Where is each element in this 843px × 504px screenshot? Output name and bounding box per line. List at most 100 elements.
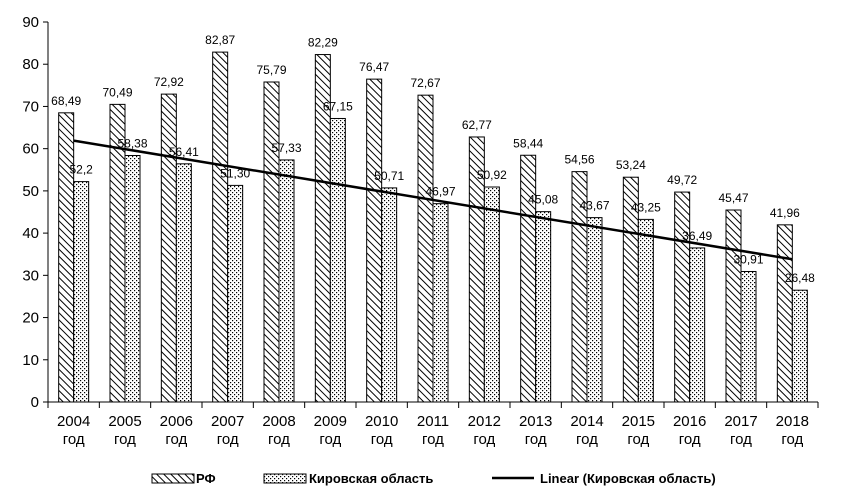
data-labels: 68,49 70,49 72,92 82,87 75,79 82,29 76,47 72,67… — [51, 33, 815, 285]
x-tick-label: год — [679, 431, 701, 448]
data-label-kirov: 51,30 — [220, 166, 250, 180]
data-label-kirov: 56,41 — [169, 145, 199, 159]
x-tick-label: 2007 — [211, 413, 244, 430]
data-label-kirov: 58,38 — [117, 137, 147, 151]
x-tick-label: год — [473, 431, 495, 448]
data-label-kirov: 43,25 — [631, 200, 661, 214]
legend-label-kirov: Кировская область — [309, 471, 433, 486]
x-tick-label: год — [730, 431, 752, 448]
bars — [58, 51, 808, 403]
x-tick-label: 2012 — [468, 413, 501, 430]
x-tick-label: 2009 — [314, 413, 347, 430]
bar-kirov — [329, 117, 346, 403]
data-label-kirov: 36,49 — [682, 229, 712, 243]
y-tick-label: 60 — [22, 141, 39, 158]
x-tick-label: 2013 — [519, 413, 552, 430]
data-label-kirov: 67,15 — [323, 99, 353, 113]
data-label-kirov: 57,33 — [271, 141, 301, 155]
x-tick-label: год — [627, 431, 649, 448]
x-tick-label: 2010 — [365, 413, 398, 430]
data-label-rf: 82,29 — [308, 36, 338, 50]
bar-rf — [212, 51, 229, 403]
data-label-rf: 72,67 — [410, 76, 440, 90]
y-tick-label: 0 — [31, 394, 39, 411]
bar-kirov — [381, 187, 398, 403]
bar-kirov — [637, 218, 654, 403]
data-label-rf: 82,87 — [205, 33, 235, 47]
data-label-rf: 58,44 — [513, 136, 543, 150]
data-label-rf: 68,49 — [51, 94, 81, 108]
y-tick-label: 70 — [22, 98, 39, 115]
bar-kirov — [73, 181, 90, 403]
data-label-rf: 53,24 — [616, 158, 646, 172]
data-label-rf: 70,49 — [102, 85, 132, 99]
y-tick-label: 50 — [22, 183, 39, 200]
data-label-rf: 54,56 — [564, 153, 594, 167]
legend-label-rf: РФ — [196, 471, 216, 486]
bar-rf — [263, 81, 280, 403]
data-label-rf: 72,92 — [154, 75, 184, 89]
x-tick-label: 2008 — [262, 413, 295, 430]
bar-rf — [160, 93, 177, 403]
data-label-kirov: 26,48 — [785, 271, 815, 285]
x-tick-label: 2014 — [570, 413, 603, 430]
trendline — [73, 139, 793, 261]
legend: РФ Кировская область Linear (Кировская о… — [151, 471, 716, 486]
bar-rf — [776, 224, 793, 403]
x-tick-label: 2004 — [57, 413, 90, 430]
y-tick-label: 80 — [22, 56, 39, 73]
x-tick-label: год — [268, 431, 290, 448]
y-tick-label: 30 — [22, 267, 39, 284]
data-label-rf: 49,72 — [667, 173, 697, 187]
x-tick-label: 2005 — [108, 413, 141, 430]
x-tick-label: 2011 — [417, 413, 449, 430]
axes: 01020304050607080902004год2005год2006год… — [22, 14, 819, 448]
x-tick-label: 2018 — [776, 413, 809, 430]
x-tick-label: 2006 — [160, 413, 193, 430]
data-label-rf: 62,77 — [462, 118, 492, 132]
bar-kirov — [278, 159, 295, 403]
x-tick-label: 2017 — [724, 413, 757, 430]
x-tick-label: год — [525, 431, 547, 448]
legend-label-trendline: Linear (Кировская область) — [540, 471, 716, 486]
data-label-rf: 45,47 — [718, 191, 748, 205]
data-label-rf: 76,47 — [359, 60, 389, 74]
x-tick-label: 2016 — [673, 413, 706, 430]
data-label-kirov: 30,91 — [733, 252, 763, 266]
data-label-kirov: 45,08 — [528, 193, 558, 207]
bar-rf — [674, 191, 691, 403]
bar-kirov — [586, 217, 603, 403]
data-label-kirov: 46,97 — [425, 185, 455, 199]
x-tick-label: год — [165, 431, 187, 448]
legend-swatch-kirov — [263, 473, 307, 484]
bar-kirov — [791, 289, 808, 403]
data-label-rf: 75,79 — [256, 63, 286, 77]
x-tick-label: год — [371, 431, 393, 448]
bar-kirov — [175, 163, 192, 403]
bar-rf — [58, 112, 75, 403]
y-tick-label: 10 — [22, 352, 39, 369]
data-label-kirov: 50,92 — [477, 168, 507, 182]
data-label-rf: 41,96 — [770, 206, 800, 220]
x-tick-label: год — [422, 431, 444, 448]
bar-rf — [366, 78, 383, 403]
trendline-kirov — [73, 139, 793, 261]
bar-kirov — [740, 270, 757, 403]
bar-kirov — [432, 203, 449, 403]
legend-swatch-rf — [151, 473, 195, 484]
x-tick-label: год — [217, 431, 239, 448]
data-label-kirov: 50,71 — [374, 169, 404, 183]
bar-kirov — [227, 184, 244, 403]
bar-rf — [417, 94, 434, 403]
bar-kirov — [689, 247, 706, 403]
x-tick-label: год — [114, 431, 136, 448]
data-label-kirov: 43,67 — [579, 199, 609, 213]
x-tick-label: год — [781, 431, 803, 448]
data-label-kirov: 52,2 — [69, 163, 93, 177]
bar-kirov — [483, 186, 500, 403]
x-tick-label: год — [319, 431, 341, 448]
x-tick-label: год — [63, 431, 85, 448]
bar-rf — [725, 209, 742, 403]
bar-kirov — [535, 211, 552, 403]
